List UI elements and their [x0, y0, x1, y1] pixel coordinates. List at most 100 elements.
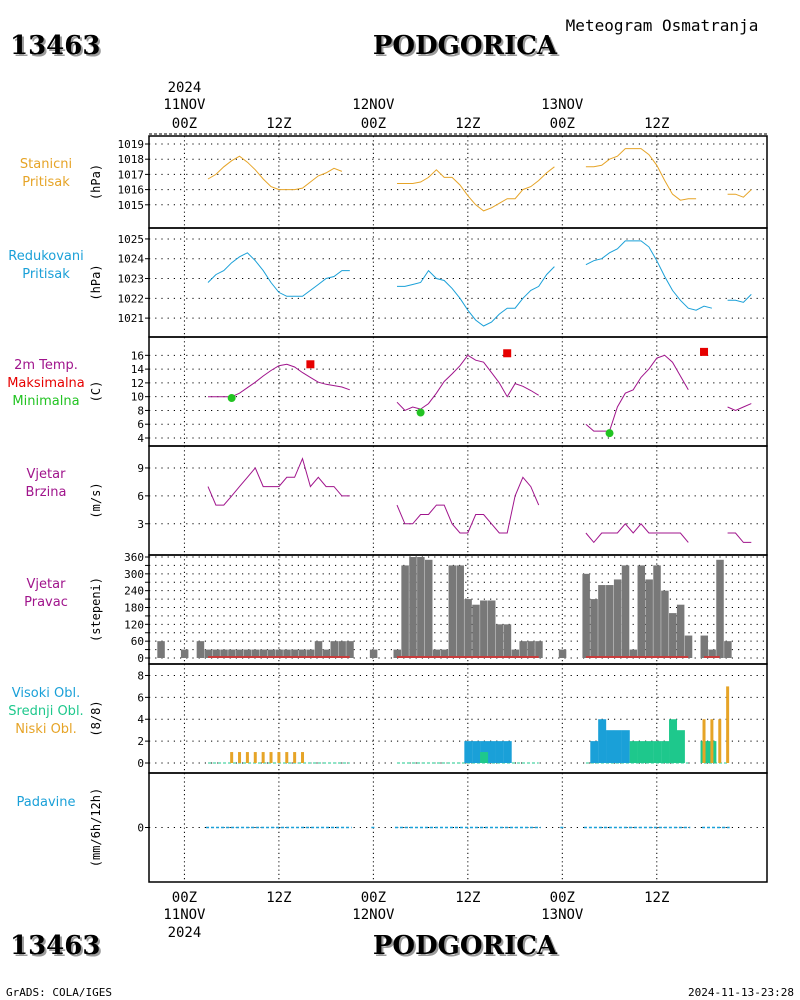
- wind-direction-bar: [299, 649, 307, 658]
- wind-direction-bar: [346, 641, 354, 658]
- panel-label: Maksimalna: [7, 376, 85, 391]
- panel-label: Niski Obl.: [15, 722, 77, 737]
- wind-speed-line: [396, 476, 540, 534]
- low-cloud-bar: [230, 752, 234, 763]
- y-tick-label: 60: [131, 635, 144, 648]
- wind-direction-bar: [393, 649, 401, 658]
- bottom-date-label: 11NOV: [163, 907, 206, 923]
- y-tick-label: 1023: [118, 273, 145, 286]
- wind-direction-bar: [291, 649, 299, 658]
- top-hour-label: 12Z: [266, 116, 291, 132]
- mid-cloud-bar: [653, 741, 662, 763]
- temperature-line: [727, 403, 752, 411]
- panel-label: Vjetar: [27, 577, 67, 592]
- meteogram-subtitle: Meteogram Osmatranja: [566, 16, 759, 35]
- y-axis-label: (hPa): [89, 164, 103, 200]
- header: 13463 13463 PODGORICA PODGORICA Meteogra…: [10, 16, 758, 63]
- panel-frame: [148, 445, 768, 556]
- low-cloud-bar: [238, 752, 242, 763]
- bottom-date-label: 12NOV: [352, 907, 395, 923]
- wind-direction-bar: [716, 559, 724, 658]
- wind-direction-bar: [267, 649, 276, 658]
- wind-direction-bar: [519, 641, 527, 658]
- wind-direction-bar: [464, 599, 472, 658]
- wind-direction-bar: [322, 649, 331, 658]
- y-tick-label: 120: [124, 618, 144, 631]
- panel-label: 2m Temp.: [14, 358, 78, 373]
- wind-direction-bar: [432, 649, 441, 658]
- wind-direction-bar: [251, 649, 260, 658]
- wind-direction-bar: [369, 649, 378, 658]
- y-axis-label: (mm/6h/12h): [89, 788, 103, 867]
- low-cloud-bar: [710, 719, 714, 763]
- y-axis-label: (stepeni): [89, 577, 103, 642]
- reduced-pressure-line: [397, 266, 555, 327]
- station-name: PODGORICA: [373, 31, 558, 61]
- station-id-bottom: 13463: [10, 931, 100, 961]
- wind-direction-bar: [306, 649, 315, 658]
- y-tick-label: 300: [124, 568, 144, 581]
- low-cloud-bar: [726, 686, 730, 763]
- y-tick-label: 1018: [118, 153, 145, 166]
- station-name-bottom: PODGORICA: [373, 931, 558, 961]
- wind-direction-bar: [724, 641, 732, 658]
- y-tick-label: 240: [124, 585, 144, 598]
- panel-label: Stanicni: [20, 157, 72, 172]
- wind-direction-bar: [511, 649, 520, 658]
- high-cloud-bar: [464, 741, 473, 763]
- y-axis-label: (C): [89, 381, 103, 403]
- max-temp-marker: [700, 347, 709, 356]
- low-cloud-bar: [261, 752, 265, 763]
- wind-direction-bar: [472, 604, 480, 658]
- top-date-label: 11NOV: [163, 97, 206, 113]
- y-tick-label: 0: [137, 652, 144, 665]
- panel-label: Padavine: [17, 795, 76, 810]
- generated-timestamp: 2024-11-13-23:28: [688, 986, 794, 999]
- wind-direction-bar: [236, 649, 244, 658]
- wind-direction-bar: [220, 649, 228, 658]
- y-tick-label: 9: [137, 462, 144, 475]
- panel-label: Redukovani: [8, 249, 83, 264]
- wind-speed-line: [585, 523, 689, 544]
- top-hour-label: 12Z: [455, 116, 480, 132]
- high-cloud-bar: [503, 741, 512, 763]
- panel-precipitation: 0 Padavine (mm/6h/12h): [17, 772, 768, 883]
- high-cloud-bar: [598, 719, 607, 763]
- y-tick-label: 4: [137, 432, 144, 445]
- panel-label: Pritisak: [22, 267, 70, 282]
- y-axis-label: (m/s): [89, 482, 103, 518]
- y-tick-label: 1022: [118, 292, 145, 305]
- wind-direction-bar: [535, 641, 543, 658]
- temperature-line: [585, 354, 689, 432]
- wind-direction-bar: [708, 649, 716, 658]
- panel-wind-direction: 0 60 120 180 240 300 360 Vjetar Pravac (stepeni): [24, 551, 768, 665]
- wind-direction-bar: [157, 641, 165, 658]
- wind-direction-bar: [228, 649, 236, 658]
- wind-direction-bar: [613, 579, 622, 658]
- y-tick-label: 0: [137, 757, 144, 770]
- wind-direction-bar: [503, 624, 512, 658]
- station-pressure-line: [397, 166, 555, 212]
- low-cloud-bar: [702, 719, 706, 763]
- y-tick-label: 10: [131, 391, 144, 404]
- bottom-hour-label: 12Z: [266, 890, 291, 906]
- wind-direction-bar: [590, 599, 598, 658]
- high-cloud-bar: [590, 741, 599, 763]
- low-cloud-bar: [285, 752, 289, 763]
- panel-label: Srednji Obl.: [8, 704, 83, 719]
- station-name-shadow: PODGORICA: [375, 33, 560, 63]
- station-pressure-line: [585, 148, 697, 201]
- wind-direction-bar: [629, 649, 638, 658]
- station-id-bottom-shadow: 13463: [12, 933, 102, 963]
- high-cloud-bar: [621, 730, 630, 763]
- wind-direction-bar: [338, 641, 346, 658]
- mid-cloud-bar: [676, 730, 685, 763]
- high-cloud-bar: [472, 741, 481, 763]
- y-tick-label: 1015: [118, 199, 145, 212]
- low-cloud-bar: [301, 752, 305, 763]
- wind-direction-bar: [676, 604, 685, 658]
- y-tick-label: 8: [137, 404, 144, 417]
- y-axis-label: (hPa): [89, 264, 103, 300]
- wind-direction-bar: [495, 624, 504, 658]
